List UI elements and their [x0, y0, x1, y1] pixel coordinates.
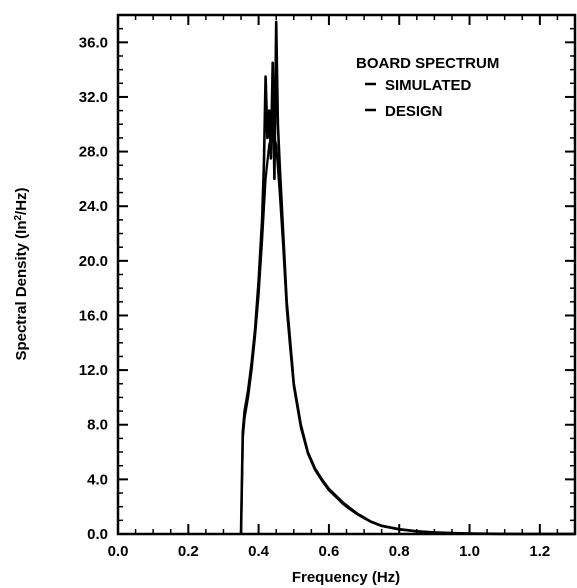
x-tick-label: 0.8	[389, 543, 410, 560]
legend-title: BOARD SPECTRUM	[356, 55, 499, 72]
y-axis: 0.0 4.0 8.0 12.0 16.0 20.0 24.0 28.0 32.0 36.0	[79, 14, 575, 543]
legend-entry-simulated: SIMULATED	[385, 77, 472, 94]
plot-frame	[116, 13, 577, 536]
y-tick-label: 16.0	[79, 307, 108, 324]
x-tick-label: 0.2	[178, 543, 199, 560]
x-tick-label: 0.6	[318, 543, 339, 560]
x-tick-label: 1.0	[459, 543, 480, 560]
series-layer	[239, 20, 575, 536]
legend-entry-design: DESIGN	[385, 103, 443, 120]
x-tick-label: 0.0	[108, 543, 129, 560]
y-axis-title-main: Spectral Density (In	[13, 221, 30, 361]
y-tick-label: 28.0	[79, 144, 108, 161]
y-axis-title: Spectral Density (In2/Hz)	[13, 187, 31, 360]
y-tick-label: 8.0	[87, 417, 108, 434]
y-tick-label: 4.0	[87, 471, 108, 488]
y-tick-label: 20.0	[79, 253, 108, 270]
x-tick-label: 1.2	[529, 543, 550, 560]
y-tick-label: 36.0	[79, 34, 108, 51]
x-axis: 0.0 0.2 0.4 0.6 0.8 1.0 1.2	[108, 15, 576, 560]
y-axis-title-superscript: 2	[13, 215, 24, 221]
y-tick-label: 12.0	[79, 362, 108, 379]
y-tick-label: 0.0	[87, 526, 108, 543]
legend: BOARD SPECTRUM SIMULATED DESIGN	[356, 55, 499, 120]
series-simulated-line	[239, 20, 575, 536]
series-design-line	[239, 130, 575, 536]
y-tick-label: 24.0	[79, 198, 108, 215]
x-tick-label: 0.4	[248, 543, 270, 560]
y-axis-title-tail: /Hz)	[13, 187, 30, 215]
x-axis-title: Frequency (Hz)	[292, 569, 400, 586]
y-tick-label: 32.0	[79, 89, 108, 106]
